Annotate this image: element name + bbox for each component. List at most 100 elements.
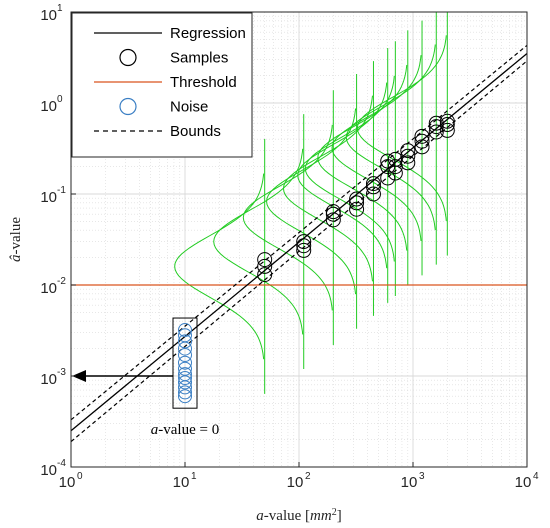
y-tick-base: 10 [40,7,57,24]
x-tick-label: 10 [515,474,532,491]
legend-box [71,12,253,158]
y-tick-exp: 1 [57,3,63,14]
y-axis-label-var: â [8,254,24,262]
y-tick-label: 10 [40,98,57,115]
y-tick-base: 10 [40,371,57,388]
sample-marker [349,195,365,211]
y-tick-label: 10 [40,371,57,388]
pdf-curve [356,35,447,221]
legend-label-samples: Samples [170,50,228,67]
sample-marker [296,234,312,250]
noise-box [172,317,198,409]
sample-marker [296,242,312,258]
sample-marker [414,139,430,155]
noise-marker [178,323,192,338]
annotations: a-value = 0 [72,370,219,438]
sample-marker [365,176,381,192]
x-axis-label: a-value [mm2] [256,507,341,525]
x-tick-base: 10 [287,474,304,491]
noise-marker [178,361,192,376]
y-tick-base: 10 [40,462,57,479]
axis-ticks: 10 0 10 1 10 2 10 3 10 410 -410 -310 -210 -110 010 1 [40,3,539,491]
annotation-var: a [151,422,159,438]
y-tick-label: 10 [40,189,57,206]
sample-marker [365,179,381,195]
pdf-curves [174,12,448,394]
y-axis-label-text: -value [8,217,24,255]
bound-line-upper [70,44,528,421]
sample-marker [257,252,273,268]
sample-marker [325,204,341,220]
x-tick-label: 10 [287,474,304,491]
y-tick-base: 10 [40,280,57,297]
y-axis-label: â-value [8,217,24,262]
sample-marker [400,148,416,164]
sample-marker [365,186,381,202]
sample-marker [414,128,430,144]
x-tick-exp: 3 [419,471,425,482]
annotation-rest: -value = 0 [158,422,219,438]
x-tick-exp: 1 [191,471,197,482]
pdf-curve [304,75,395,262]
sample-marker [439,113,455,129]
legend: Regression Samples Threshold Noise Bounds [71,12,253,158]
legend-label-threshold: Threshold [170,74,237,91]
sample-marker [257,258,273,274]
noise-marker [178,348,192,363]
regression-line [70,52,528,432]
y-tick-exp: -1 [57,185,66,196]
sample-marker [380,170,396,186]
y-tick-exp: -4 [57,458,66,469]
noise-marker [178,355,192,370]
sample-marker [349,191,365,207]
x-tick-label: 10 [59,474,76,491]
x-axis-label-exp: 2 [332,507,337,518]
x-axis-label-var: a [256,508,264,524]
x-tick-base: 10 [59,474,76,491]
legend-label-noise: Noise [170,99,208,116]
sample-marker [349,201,365,217]
noise-marker [178,389,192,404]
x-tick-base: 10 [173,474,190,491]
noise-marker [178,367,192,382]
axis-labels: a-value [mm2] â-value [8,217,342,524]
noise-marker [178,375,192,390]
annotation-text: a-value = 0 [151,422,219,438]
sample-marker [296,238,312,254]
sample-marker [414,133,430,149]
y-tick-exp: 0 [57,94,63,105]
sample-marker [387,151,403,167]
noise-marker [178,385,192,400]
sample-marker [325,212,341,228]
x-tick-label: 10 [173,474,190,491]
sample-marker [400,155,416,171]
pdf-curve [266,108,357,295]
y-tick-exp: -2 [57,276,66,287]
pdf-curve [331,55,422,241]
x-tick-base: 10 [515,474,532,491]
legend-swatch-noise [119,97,137,116]
sample-marker [428,124,444,140]
pdf-curve [174,173,265,360]
noise-marker [178,334,192,349]
y-tick-base: 10 [40,189,57,206]
x-tick-exp: 4 [533,471,539,482]
y-tick-label: 10 [40,462,57,479]
pdf-curve [345,44,436,231]
x-axis-label-unit: mm [310,508,332,524]
sample-marker [439,122,455,138]
sample-marker [400,143,416,159]
sample-marker [257,267,273,283]
legend-label-regression: Regression [170,25,246,42]
sample-marker [428,115,444,131]
x-axis-label-text: -value [ [264,508,310,524]
noise-marker [178,328,192,343]
noise-marker [178,371,192,386]
data-markers [172,113,455,409]
sample-marker [439,117,455,133]
y-tick-exp: -3 [57,367,66,378]
sample-marker [380,153,396,169]
y-tick-label: 10 [40,280,57,297]
legend-label-bounds: Bounds [170,123,221,140]
